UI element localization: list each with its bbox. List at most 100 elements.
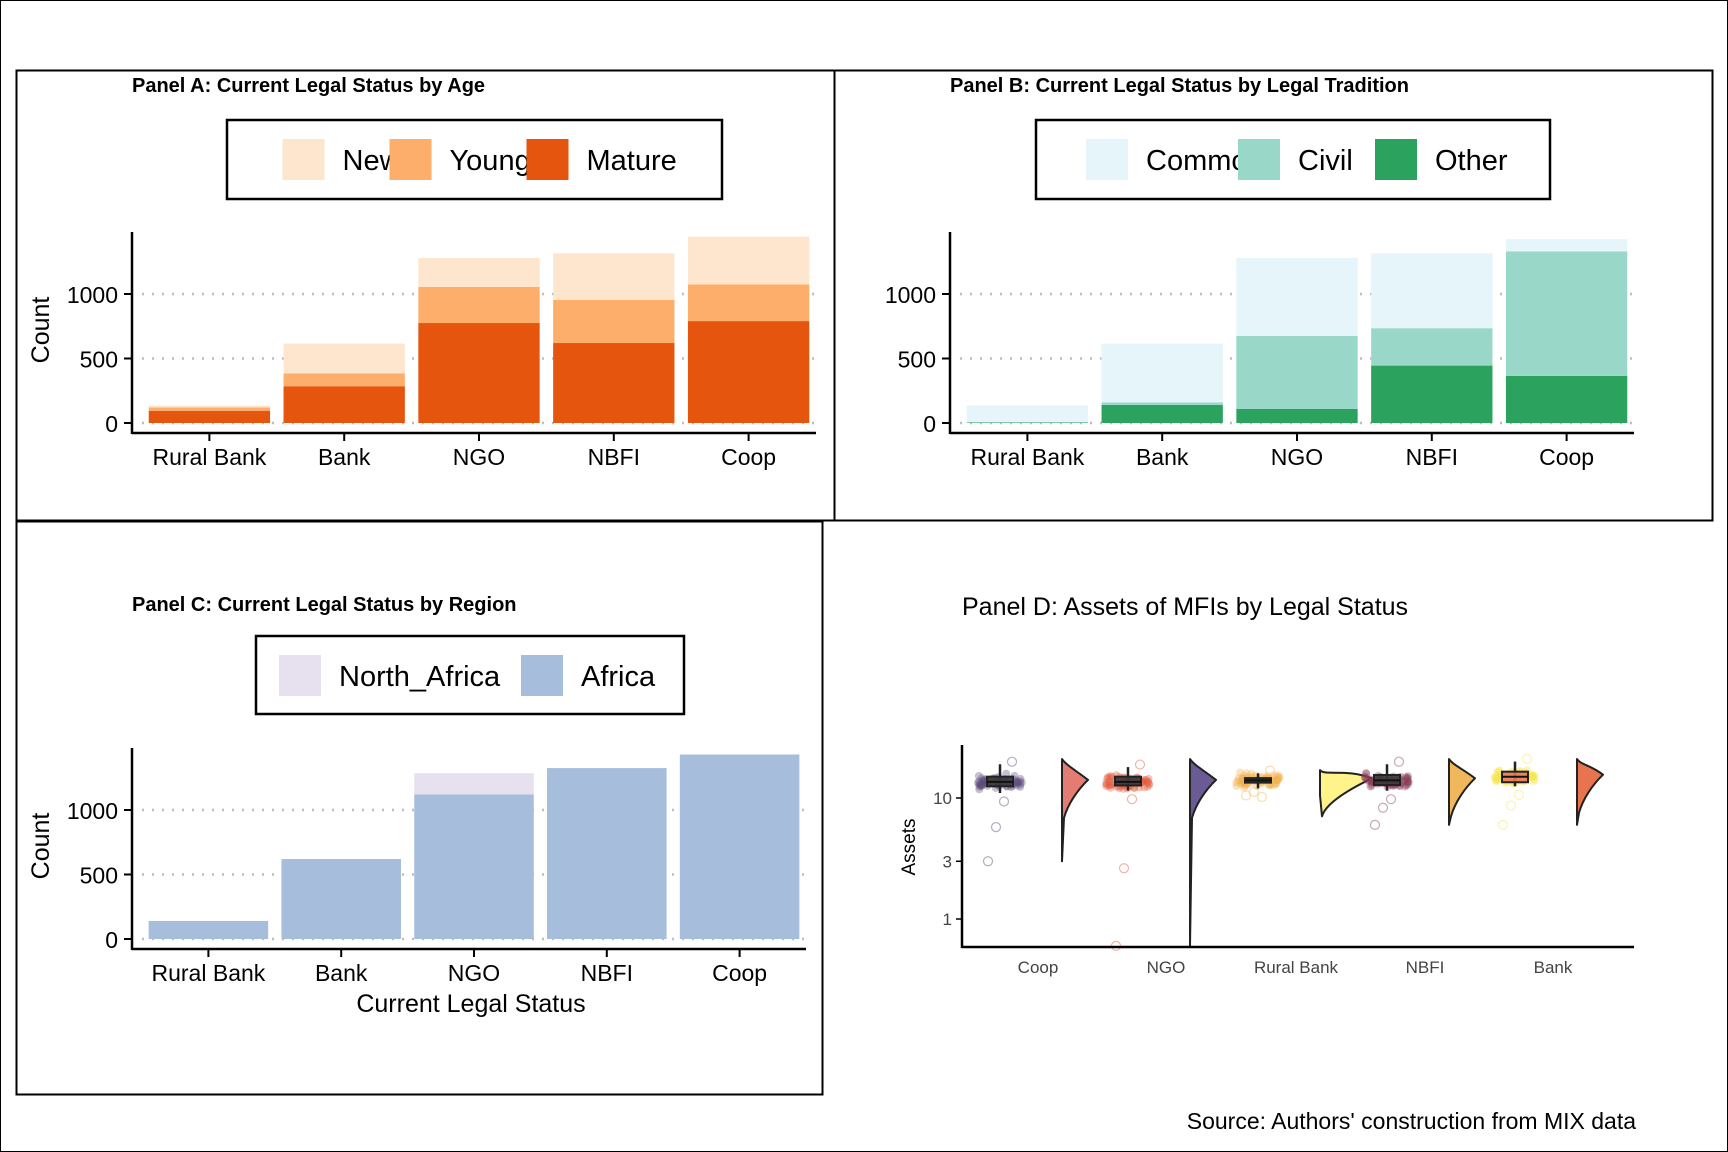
outlier-point: [1393, 756, 1405, 767]
bar: [414, 773, 534, 795]
outlier-point: [990, 822, 1002, 833]
panel-title: Panel A: Current Legal Status by Age: [132, 75, 485, 97]
data-point: [1106, 783, 1115, 792]
x-tick-label: Coop: [1539, 444, 1594, 470]
outlier-point: [1497, 819, 1509, 830]
outlier-point: [1385, 794, 1397, 805]
y-axis-title: Assets: [899, 818, 920, 875]
data-point: [1273, 776, 1282, 785]
panel-title: Panel B: Current Legal Status by Legal T…: [950, 75, 1409, 97]
data-point: [1404, 777, 1413, 786]
data-point: [1273, 775, 1282, 784]
data-point: [1242, 769, 1251, 778]
x-tick-label: Bank: [315, 960, 368, 986]
data-point: [1106, 780, 1115, 789]
outlier-point: [1505, 800, 1517, 811]
data-point: [1140, 775, 1149, 784]
data-point: [1492, 774, 1501, 783]
data-point: [1490, 773, 1499, 782]
data-point: [1144, 774, 1153, 783]
data-point: [1361, 774, 1370, 783]
outlier-point: [1513, 789, 1525, 800]
panel-border: [833, 69, 1714, 522]
data-point: [1234, 776, 1243, 785]
y-tick-label: 10: [933, 789, 952, 808]
bar: [283, 373, 405, 387]
outlier-point: [1256, 791, 1268, 803]
data-point: [974, 771, 983, 780]
outlier-point: [1118, 863, 1130, 874]
y-tick-label: 1000: [67, 798, 118, 824]
data-point: [1527, 770, 1536, 779]
outlier-point: [1264, 765, 1276, 776]
bar: [418, 257, 540, 287]
bar: [1505, 251, 1628, 376]
data-point: [1102, 782, 1111, 791]
legend-label: Other: [1435, 145, 1508, 177]
x-tick-label: Bank: [318, 444, 371, 470]
data-point: [1404, 778, 1413, 787]
data-point: [1362, 769, 1371, 778]
bar: [1371, 328, 1493, 366]
data-point: [1403, 777, 1412, 786]
outlier-point: [982, 856, 994, 867]
panel-b: Panel B: Current Legal Status by Legal T…: [833, 69, 1714, 522]
bar: [148, 405, 271, 408]
data-point: [1493, 771, 1502, 780]
data-point: [978, 780, 987, 789]
data-point: [977, 781, 986, 790]
bar: [148, 407, 271, 411]
violin-half: [1576, 758, 1604, 826]
legend-swatch: [526, 139, 569, 180]
data-point: [1530, 772, 1539, 781]
data-point: [1144, 779, 1153, 788]
legend-swatch: [1238, 139, 1280, 180]
y-tick-label: 500: [80, 863, 118, 889]
data-point: [1012, 781, 1021, 790]
data-point: [1403, 775, 1412, 784]
legend-label: Civil: [1298, 145, 1353, 177]
data-point: [1016, 777, 1025, 786]
bar: [283, 343, 405, 374]
data-point: [1362, 769, 1371, 778]
panel-title: Panel D: Assets of MFIs by Legal Status: [962, 593, 1408, 621]
panel-c: Panel C: Current Legal Status by Region N…: [15, 520, 824, 1096]
data-point: [1237, 774, 1246, 783]
bar: [679, 754, 800, 939]
x-tick-label: NBFI: [588, 444, 640, 470]
x-axis-title: Current Legal Status: [356, 990, 585, 1018]
data-point: [1141, 775, 1150, 784]
x-tick-label: NGO: [1271, 444, 1323, 470]
bar: [1505, 375, 1628, 423]
bar: [966, 422, 1089, 423]
data-point: [1527, 772, 1536, 781]
data-point: [1236, 777, 1245, 786]
data-point: [1403, 772, 1412, 781]
legend-swatch: [389, 139, 432, 180]
data-point: [1494, 774, 1503, 783]
data-point: [1143, 778, 1152, 787]
data-point: [975, 785, 984, 794]
data-point: [1493, 768, 1502, 777]
data-point: [1103, 773, 1112, 782]
bar: [553, 299, 675, 344]
outlier-point: [1240, 790, 1252, 801]
x-tick-label: NGO: [448, 960, 500, 986]
data-point: [1273, 772, 1282, 781]
panel-border: [15, 520, 824, 1096]
data-point: [1272, 779, 1281, 788]
x-tick-label: Bank: [1534, 958, 1573, 977]
y-tick-label: 1000: [67, 282, 118, 308]
data-point: [1400, 782, 1409, 791]
data-point: [1493, 776, 1502, 785]
bar: [283, 386, 405, 423]
data-point: [1013, 778, 1022, 787]
x-tick-label: Rural Bank: [1254, 958, 1339, 977]
outlier-point: [1369, 819, 1381, 830]
data-point: [976, 779, 985, 788]
legend-swatch: [1086, 139, 1128, 180]
violin-half: [1319, 769, 1373, 818]
outlier-point: [998, 796, 1010, 807]
